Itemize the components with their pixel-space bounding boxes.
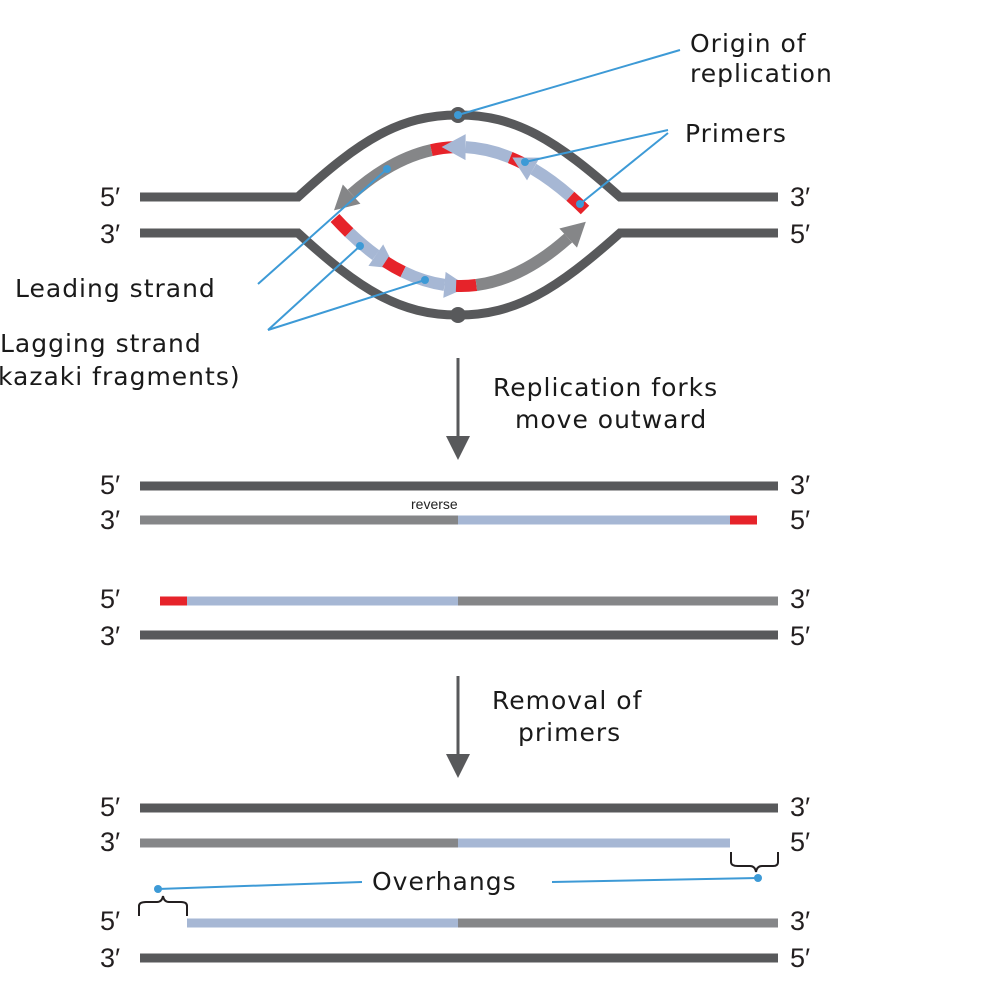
label-leading-strand: Leading strand	[15, 274, 216, 303]
label-primers: Primers	[685, 119, 787, 148]
leader-dot	[154, 885, 162, 893]
origin-dot-bottom	[450, 307, 466, 323]
end-label: 3′	[100, 827, 120, 857]
middle-duplexes	[140, 481, 778, 640]
end-label: 5′	[790, 827, 810, 857]
leader-lines	[257, 49, 681, 331]
end-label: 3′	[790, 182, 810, 212]
end-label: 5′	[790, 621, 810, 651]
overhang-leaders	[157, 877, 759, 890]
end-label: 3′	[100, 621, 120, 651]
end-label: 5′	[100, 584, 120, 614]
leader-dots	[356, 111, 584, 284]
end-label: 5′	[100, 182, 120, 212]
leader-dot	[754, 874, 762, 882]
end-label: 3′	[790, 470, 810, 500]
label-step2: primers	[518, 718, 621, 747]
end-label: 5′	[790, 943, 810, 973]
overhang-braces	[138, 852, 779, 916]
arrowhead-icon	[559, 221, 586, 248]
label-lagging-strand: Lagging strand	[0, 329, 202, 358]
end-label: 5′	[100, 792, 120, 822]
end-label: 3′	[790, 906, 810, 936]
end-label: 5′	[790, 219, 810, 249]
end-label: 5′	[100, 906, 120, 936]
okazaki-fragment	[330, 213, 590, 292]
label-reverse: reverse	[411, 496, 458, 512]
label-okazaki: kazaki fragments)	[0, 362, 241, 391]
label-step1: move outward	[515, 405, 707, 434]
label-overhangs: Overhangs	[372, 867, 517, 896]
end-label: 3′	[100, 219, 120, 249]
parental-bottom-strand	[140, 228, 778, 320]
label-step1: Replication forks	[493, 373, 718, 402]
okazaki-fragment	[330, 141, 590, 215]
end-label: 3′	[790, 584, 810, 614]
end-label: 3′	[100, 943, 120, 973]
arrowhead-icon	[441, 134, 466, 161]
arrowhead-icon	[512, 157, 540, 181]
label-origin: replication	[690, 59, 833, 88]
primer	[330, 213, 590, 292]
end-label: 3′	[100, 505, 120, 535]
label-step2: Removal of	[492, 686, 643, 715]
end-label: 5′	[790, 505, 810, 535]
end-label: 3′	[790, 792, 810, 822]
label-origin: Origin of	[690, 29, 807, 58]
bottom-duplexes	[140, 803, 778, 963]
leading-strand-bottom	[330, 213, 590, 292]
arrowhead-icon	[443, 271, 469, 298]
end-label: 5′	[100, 470, 120, 500]
arrowhead-icon	[333, 184, 361, 211]
new-strands	[330, 134, 590, 298]
leading-strand-top	[330, 141, 590, 215]
